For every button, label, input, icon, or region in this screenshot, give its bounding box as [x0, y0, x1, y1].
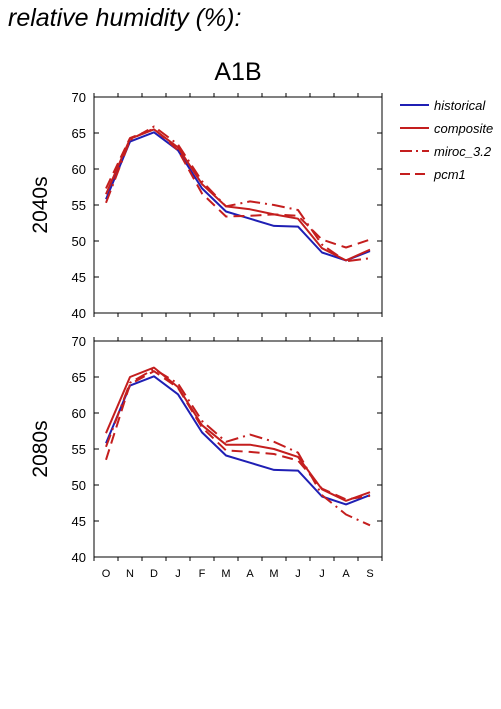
series-line-miroc_3.2: [105, 368, 371, 527]
series-line-historical: [105, 131, 371, 262]
y-tick-label: 55: [72, 442, 86, 457]
y-tick-label: 65: [72, 370, 86, 385]
panel-label-2040s: 2040s: [29, 176, 52, 233]
chart-title: A1B: [214, 58, 261, 86]
y-tick-label: 45: [72, 270, 86, 285]
y-tick-label: 50: [72, 478, 86, 493]
y-tick-label: 55: [72, 198, 86, 213]
x-tick-label: M: [269, 568, 278, 580]
y-tick-label: 70: [72, 334, 86, 349]
y-tick-label: 60: [72, 406, 86, 421]
y-tick-label: 65: [72, 126, 86, 141]
y-tick-label: 40: [72, 306, 86, 321]
x-tick-label: M: [221, 568, 230, 580]
y-tick-label: 40: [72, 550, 86, 565]
x-tick-label: J: [175, 568, 181, 580]
x-tick-label: A: [342, 568, 350, 580]
y-tick-label: 50: [72, 234, 86, 249]
x-tick-label: D: [150, 568, 158, 580]
panel-frame-2040s: [93, 96, 383, 314]
legend-label-miroc_3.2: miroc_3.2: [434, 144, 492, 159]
series-line-pcm1: [105, 370, 371, 501]
y-tick-label: 60: [72, 162, 86, 177]
legend-label-pcm1: pcm1: [433, 167, 466, 182]
chart-heading: relative humidity (%):: [8, 4, 242, 32]
x-tick-label: F: [199, 568, 206, 580]
x-tick-label: A: [246, 568, 254, 580]
legend-label-historical: historical: [434, 98, 486, 113]
panel-label-2080s: 2080s: [29, 420, 52, 477]
series-line-miroc_3.2: [105, 125, 371, 263]
y-tick-label: 70: [72, 90, 86, 105]
x-tick-label: J: [295, 568, 301, 580]
x-tick-label: S: [366, 568, 373, 580]
x-tick-label: N: [126, 568, 134, 580]
legend-label-composite: composite: [434, 121, 493, 136]
x-tick-label: J: [319, 568, 325, 580]
x-tick-label: O: [102, 568, 111, 580]
series-line-composite: [105, 128, 371, 262]
y-tick-label: 45: [72, 514, 86, 529]
series-line-pcm1: [105, 127, 371, 249]
series-line-composite: [105, 366, 371, 502]
series-line-historical: [105, 375, 371, 506]
